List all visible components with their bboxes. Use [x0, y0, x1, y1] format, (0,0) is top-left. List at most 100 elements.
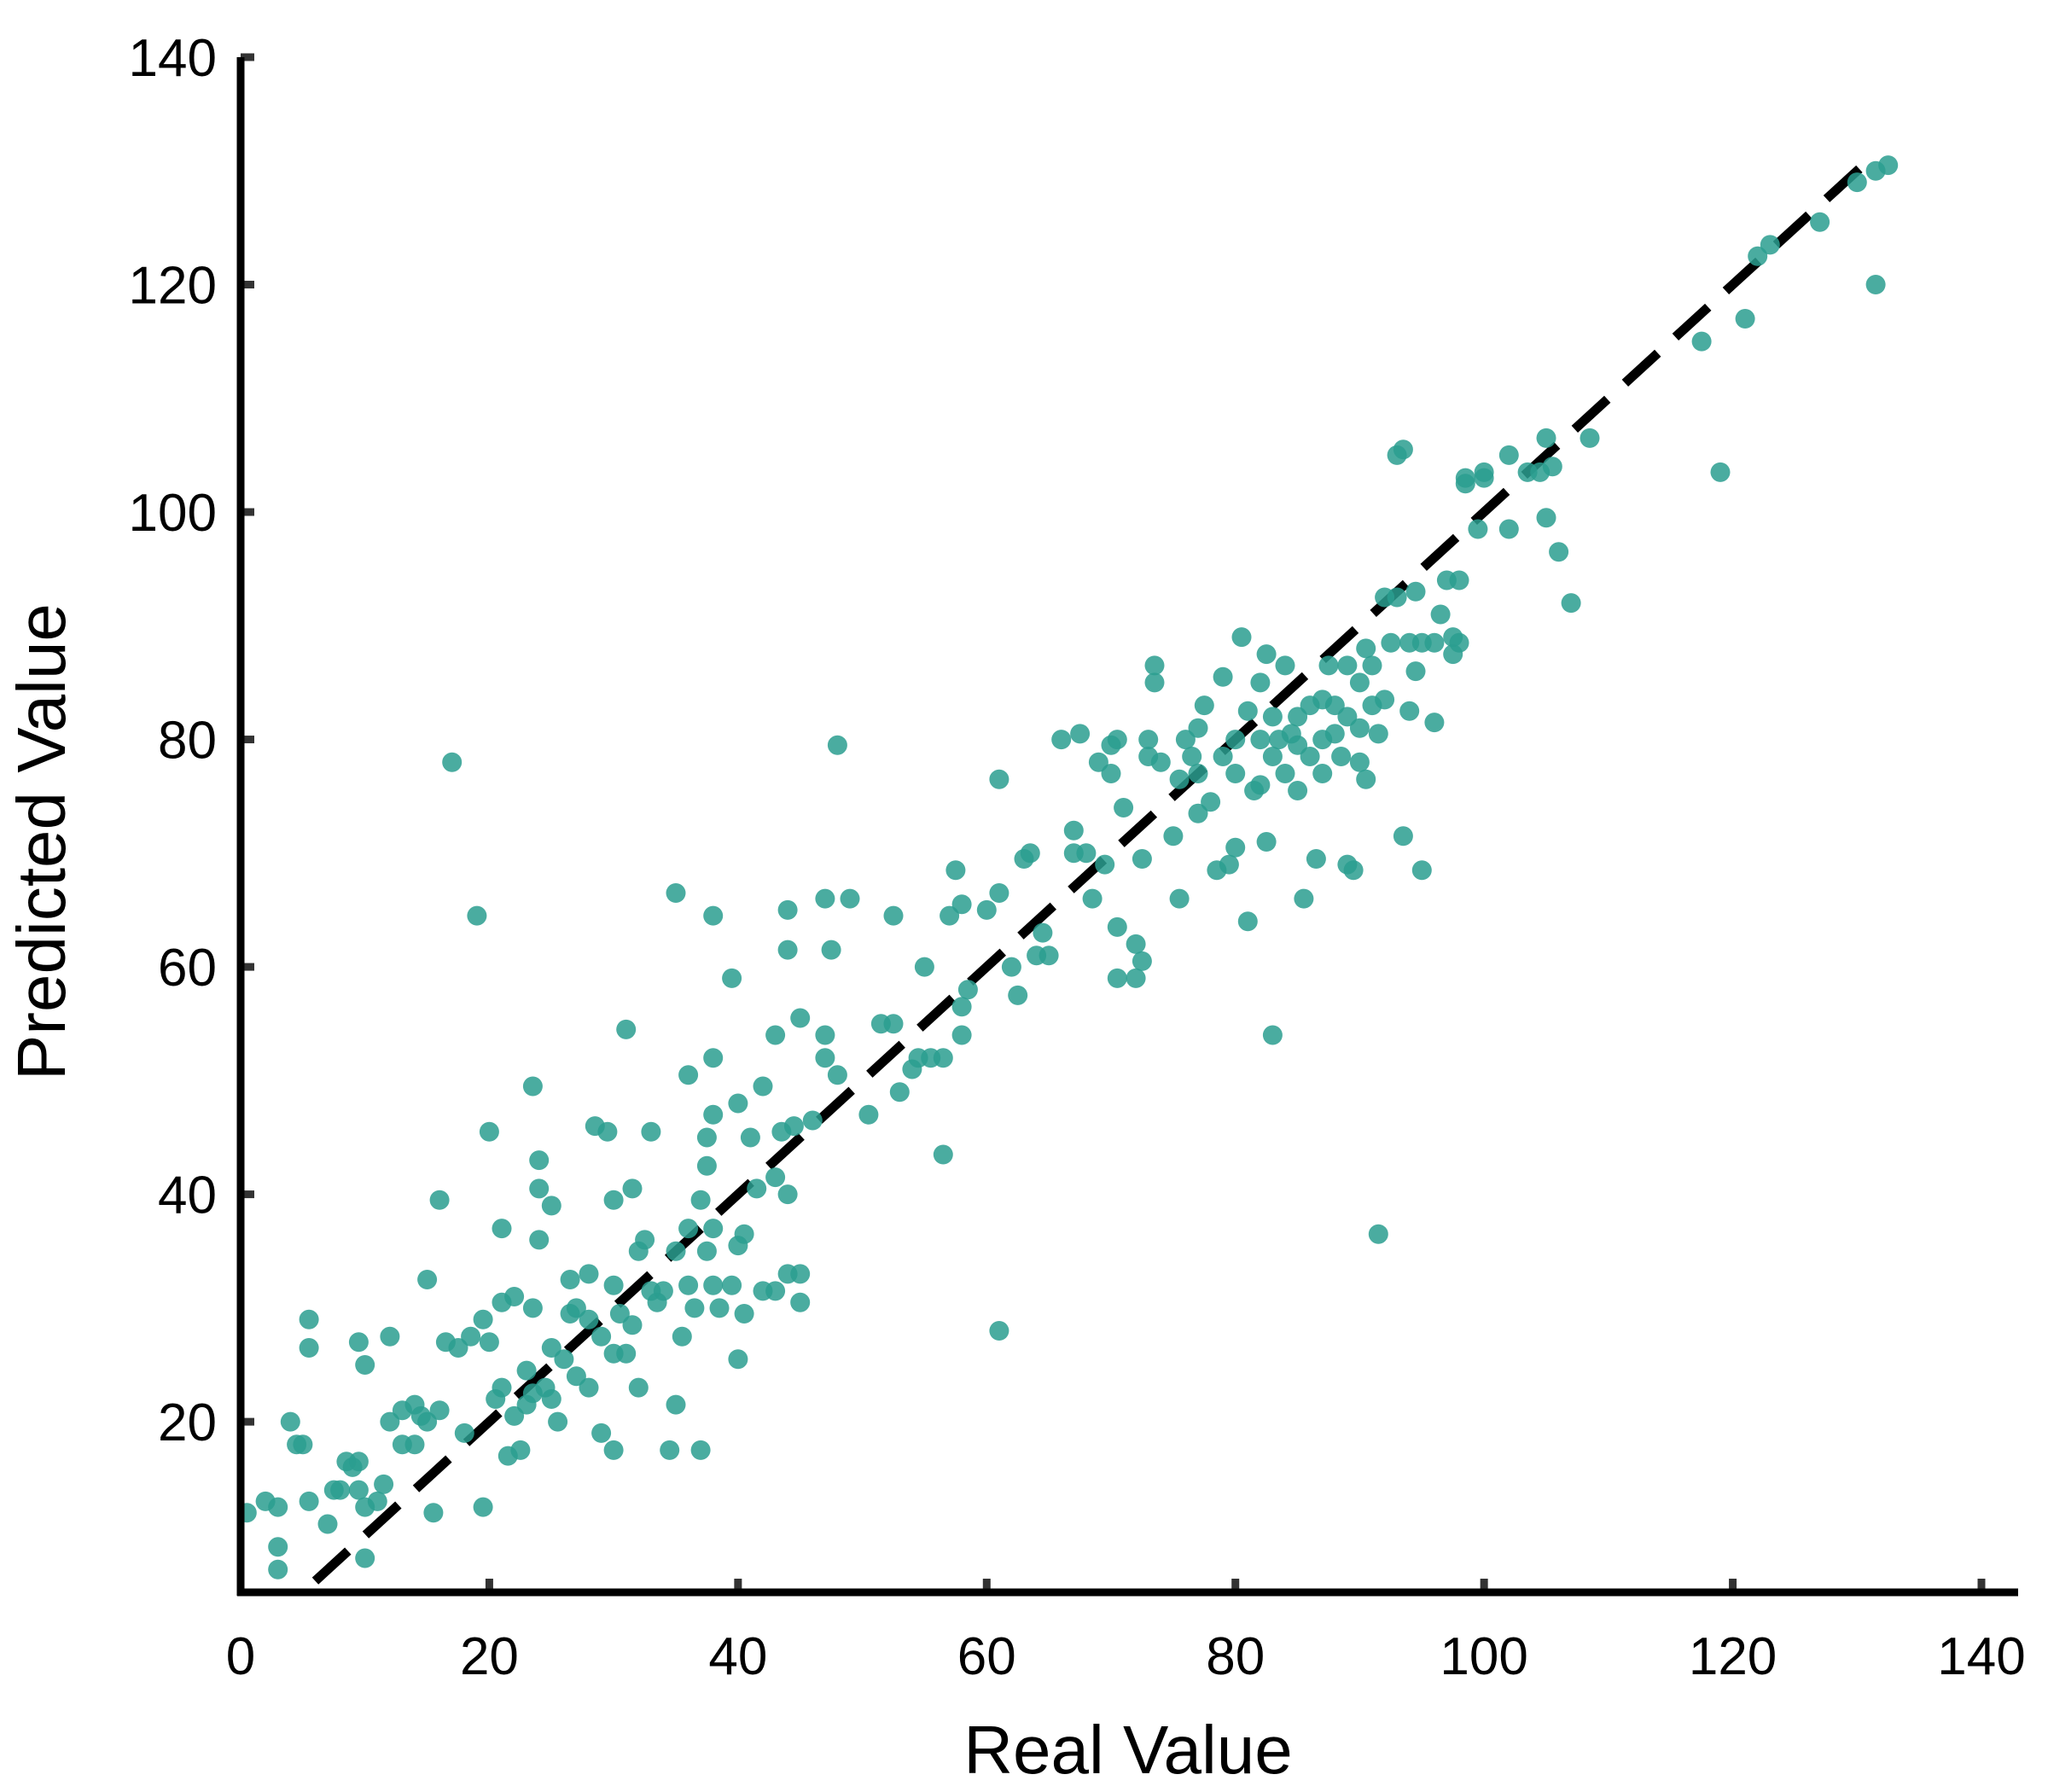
data-point-220	[1250, 672, 1271, 693]
data-point-165	[989, 883, 1009, 903]
data-point-188	[1126, 968, 1146, 988]
data-point-39	[454, 1423, 474, 1443]
data-point-283	[1498, 445, 1519, 465]
data-point-137	[790, 1292, 811, 1312]
data-point-262	[1393, 439, 1413, 460]
data-point-293	[1691, 331, 1712, 352]
data-point-156	[933, 1048, 953, 1068]
data-point-85	[616, 1343, 637, 1364]
data-point-302	[1878, 155, 1899, 176]
data-point-160	[951, 997, 972, 1017]
points-layer	[236, 155, 1899, 1580]
data-point-98	[666, 1394, 686, 1415]
data-point-13	[330, 1480, 351, 1500]
data-point-115	[722, 1275, 742, 1295]
data-point-140	[815, 1025, 835, 1045]
data-point-172	[1033, 922, 1053, 943]
data-point-208	[1213, 666, 1233, 687]
data-point-203	[1188, 764, 1208, 783]
data-point-185	[1107, 916, 1127, 937]
data-point-97	[666, 1241, 686, 1261]
data-point-31	[417, 1270, 438, 1289]
data-point-204	[1188, 803, 1208, 823]
data-point-223	[1262, 707, 1283, 727]
data-point-209	[1213, 747, 1233, 766]
data-point-16	[348, 1452, 369, 1472]
data-point-102	[678, 1219, 699, 1239]
data-point-77	[591, 1326, 612, 1347]
data-point-114	[709, 1298, 730, 1318]
data-point-288	[1536, 508, 1556, 528]
data-point-290	[1549, 542, 1569, 562]
data-point-148	[883, 905, 904, 926]
data-point-150	[889, 1082, 910, 1103]
x-tick-label-20: 20	[460, 1627, 519, 1686]
data-point-9	[299, 1309, 319, 1329]
data-point-41	[467, 905, 487, 926]
data-point-37	[442, 752, 463, 772]
data-point-84	[616, 1019, 637, 1039]
data-point-45	[479, 1332, 499, 1353]
data-point-202	[1188, 718, 1208, 738]
data-point-159	[951, 894, 972, 915]
x-tick-label-0: 0	[226, 1627, 255, 1686]
data-point-128	[765, 1281, 786, 1301]
data-point-54	[516, 1360, 537, 1381]
data-point-49	[492, 1377, 512, 1398]
data-point-284	[1498, 519, 1519, 539]
data-point-249	[1349, 718, 1370, 738]
data-point-241	[1324, 724, 1345, 744]
data-point-11	[317, 1514, 338, 1534]
data-point-221	[1256, 644, 1277, 665]
y-tick-label-60: 60	[158, 939, 217, 998]
data-point-106	[696, 1241, 717, 1261]
data-point-230	[1288, 735, 1308, 755]
data-point-291	[1561, 593, 1581, 614]
data-point-111	[703, 1104, 724, 1125]
data-point-228	[1275, 655, 1295, 676]
data-point-219	[1250, 730, 1271, 750]
data-point-277	[1449, 570, 1469, 591]
data-point-20	[355, 1355, 375, 1375]
data-point-282	[1474, 468, 1494, 488]
data-point-94	[653, 1281, 673, 1301]
data-point-71	[566, 1298, 586, 1318]
data-point-295	[1735, 309, 1755, 329]
y-axis-label: Predicted Value	[3, 603, 79, 1080]
y-tick-label-100: 100	[129, 484, 217, 543]
data-point-110	[703, 905, 724, 926]
data-point-23	[374, 1474, 394, 1494]
data-point-61	[529, 1230, 550, 1250]
data-point-250	[1349, 752, 1370, 772]
data-point-117	[728, 1093, 748, 1114]
data-point-4	[268, 1559, 288, 1580]
data-point-47	[492, 1219, 512, 1239]
data-point-176	[1063, 820, 1084, 841]
data-point-256	[1368, 1224, 1388, 1244]
data-point-236	[1306, 849, 1326, 869]
data-point-260	[1387, 587, 1407, 608]
data-point-92	[641, 1121, 661, 1142]
data-point-113	[703, 1275, 724, 1295]
data-point-184	[1107, 730, 1127, 750]
data-point-122	[740, 1127, 760, 1148]
data-point-145	[840, 888, 860, 909]
data-point-10	[299, 1338, 319, 1358]
data-point-195	[1144, 655, 1165, 676]
data-point-131	[777, 899, 798, 920]
data-point-138	[802, 1110, 823, 1131]
data-point-198	[1169, 888, 1190, 909]
data-point-43	[473, 1309, 493, 1329]
data-point-210	[1219, 854, 1239, 875]
data-point-153	[914, 957, 934, 977]
data-point-35	[429, 1400, 450, 1421]
data-point-276	[1449, 632, 1469, 653]
data-point-183	[1101, 764, 1121, 783]
data-point-53	[510, 1440, 531, 1460]
data-point-297	[1760, 235, 1780, 255]
data-point-218	[1250, 775, 1271, 795]
data-point-296	[1748, 246, 1768, 266]
data-point-83	[609, 1304, 630, 1324]
data-point-116	[722, 968, 742, 988]
